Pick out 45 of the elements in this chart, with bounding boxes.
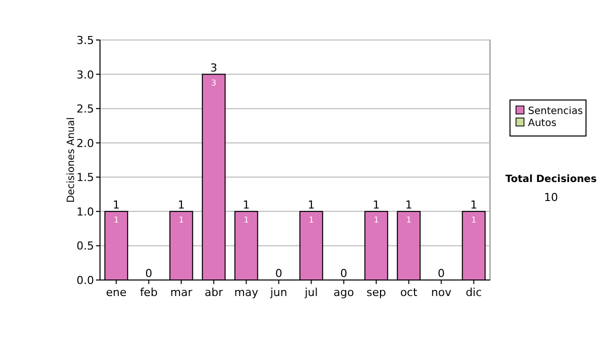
data-label: 1 [471,215,476,224]
total-label: 0 [438,267,445,280]
total-label: 3 [210,61,218,74]
total-label: 1 [372,198,380,212]
total-label: 0 [340,267,348,280]
x-tick-label: nov [431,286,452,299]
total-label: 1 [112,198,120,212]
legend-label: Sentencias [528,106,583,117]
x-tick-label: may [234,286,259,299]
data-label: 3 [211,78,216,88]
text: Total Decisiones [505,174,597,185]
data-label: 1 [406,215,412,224]
data-label: 1 [114,215,119,224]
y-tick-label: 2.5 [76,102,94,116]
y-tick-label: 3.0 [76,68,94,82]
x-tick-label: mar [170,286,193,299]
x-tick-label: feb [140,286,158,299]
x-tick-label: jun [269,286,288,299]
total-label: 1 [405,198,412,212]
data-label: 1 [244,215,249,224]
x-tick-label: sep [366,286,386,299]
data-label: 1 [178,215,184,224]
x-tick-label: abr [204,286,224,299]
y-tick-label: 0.0 [76,274,94,287]
text: 10 [544,191,558,204]
x-tick-label: ago [334,286,354,299]
total-label: 1 [178,198,185,212]
y-tick-label: 0.5 [76,240,94,253]
total-label: 1 [308,198,315,212]
y-axis-title: Decisiones Anual [66,117,77,203]
total-label: 1 [470,198,478,212]
x-tick-label: dic [466,286,482,299]
total-label: 1 [242,198,250,212]
y-tick-label: 3.5 [76,34,94,47]
data-label: 1 [374,215,379,224]
legend-label: Autos [528,118,556,129]
data-label: 1 [308,215,314,224]
total-label: 0 [275,267,282,280]
x-tick-label: ene [106,286,127,299]
y-tick-label: 2.0 [76,136,94,150]
total-label: 0 [145,267,152,280]
y-tick-label: 1.0 [76,205,94,218]
x-tick-label: oct [400,286,418,299]
y-tick-label: 1.5 [76,171,94,184]
x-tick-label: jul [304,286,318,299]
